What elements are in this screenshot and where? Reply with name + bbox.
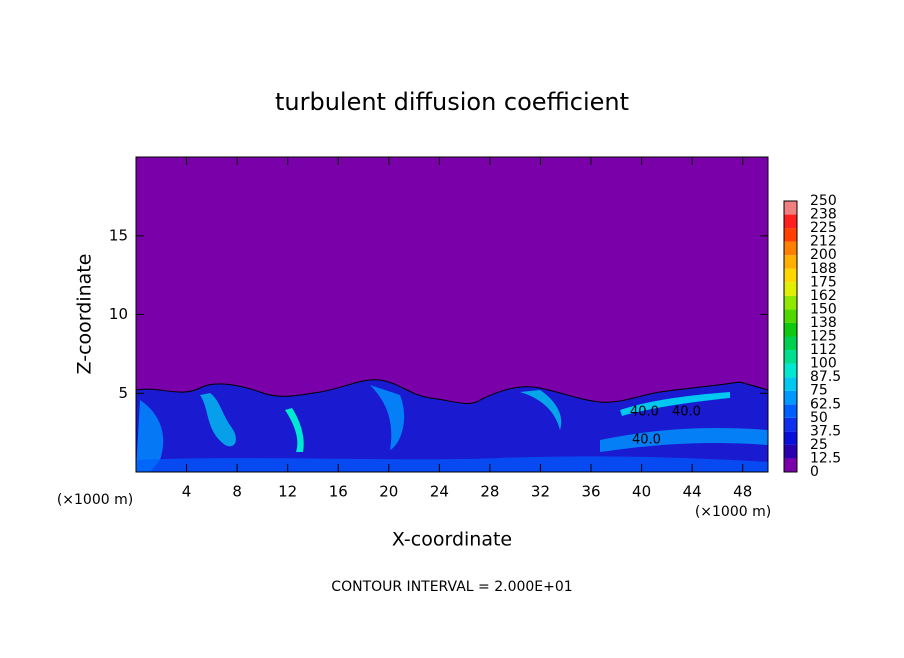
colorbar-swatch	[784, 201, 797, 215]
colorbar-swatch	[784, 255, 797, 269]
colorbar-label: 87.5	[810, 369, 841, 385]
colorbar-swatch	[784, 295, 797, 310]
field-layer	[136, 379, 768, 472]
x-unit: (×1000 m)	[695, 504, 771, 520]
footnote: CONTOUR INTERVAL = 2.000E+01	[331, 579, 572, 595]
x-axis-label: X-coordinate	[392, 529, 512, 551]
contour-label: 40.0	[630, 405, 659, 420]
colorbar-label: 62.5	[810, 396, 841, 412]
colorbar-label: 225	[810, 220, 837, 236]
colorbar-swatch	[784, 336, 797, 351]
colorbar-label: 188	[810, 261, 837, 277]
x-tick-label: 36	[581, 483, 600, 501]
colorbar-label: 75	[810, 383, 828, 399]
y-tick-label: 5	[118, 384, 128, 402]
colorbar-label: 50	[810, 410, 828, 426]
colorbar-label: 150	[810, 301, 837, 317]
colorbar-label: 125	[810, 329, 837, 345]
colorbar-label: 12.5	[810, 450, 841, 466]
x-tick-label: 24	[430, 483, 449, 501]
x-tick-label: 44	[683, 483, 702, 501]
colorbar-swatch	[784, 377, 797, 391]
colorbar-label: 200	[810, 247, 837, 263]
colorbar-swatch	[784, 390, 797, 405]
colorbar-frame	[783, 200, 798, 473]
colorbar-swatch	[784, 214, 797, 229]
chart-title: turbulent diffusion coefficient	[275, 88, 629, 116]
colorbar-swatch	[784, 241, 797, 256]
colorbar-swatch	[784, 404, 797, 418]
x-tick-label: 28	[480, 483, 499, 501]
colorbar-swatch	[784, 363, 797, 378]
colorbar-swatch	[784, 228, 797, 242]
colorbar-swatch	[784, 309, 797, 323]
colorbar-label: 37.5	[810, 423, 841, 439]
colorbar-swatch	[784, 282, 797, 296]
colorbar-label: 138	[810, 315, 837, 331]
colorbar-label: 112	[810, 342, 837, 358]
x-unit: (×1000 m)	[57, 492, 133, 508]
colorbar-label: 162	[810, 288, 837, 304]
colorbar-swatch	[784, 458, 797, 472]
x-tick-label: 4	[182, 483, 192, 501]
contour-label: 40.0	[672, 405, 701, 420]
colorbar-label: 100	[810, 356, 837, 372]
colorbar-swatch	[784, 431, 797, 445]
y-tick-label: 15	[109, 226, 128, 244]
colorbar-label: 250	[810, 193, 837, 209]
colorbar-swatch	[784, 322, 797, 337]
colorbar-swatch	[784, 444, 797, 459]
colorbar-swatch	[784, 350, 797, 364]
colorbar-label: 175	[810, 274, 837, 290]
colorbar-label: 238	[810, 207, 837, 223]
y-axis-label: Z-coordinate	[74, 254, 96, 375]
x-tick-label: 48	[733, 483, 752, 501]
y-tick-label: 10	[109, 305, 128, 323]
x-tick-label: 20	[379, 483, 398, 501]
contour-label: 40.0	[632, 433, 661, 448]
colorbar-swatch	[784, 268, 797, 283]
x-tick-label: 12	[278, 483, 297, 501]
colorbar-label: 212	[810, 234, 837, 250]
colorbar-label: 25	[810, 437, 828, 453]
x-tick-label: 8	[232, 483, 242, 501]
colorbar-swatch	[784, 417, 797, 432]
x-tick-label: 40	[632, 483, 651, 501]
colorbar-label: 0	[810, 464, 819, 480]
x-tick-label: 32	[531, 483, 550, 501]
x-tick-label: 16	[329, 483, 348, 501]
